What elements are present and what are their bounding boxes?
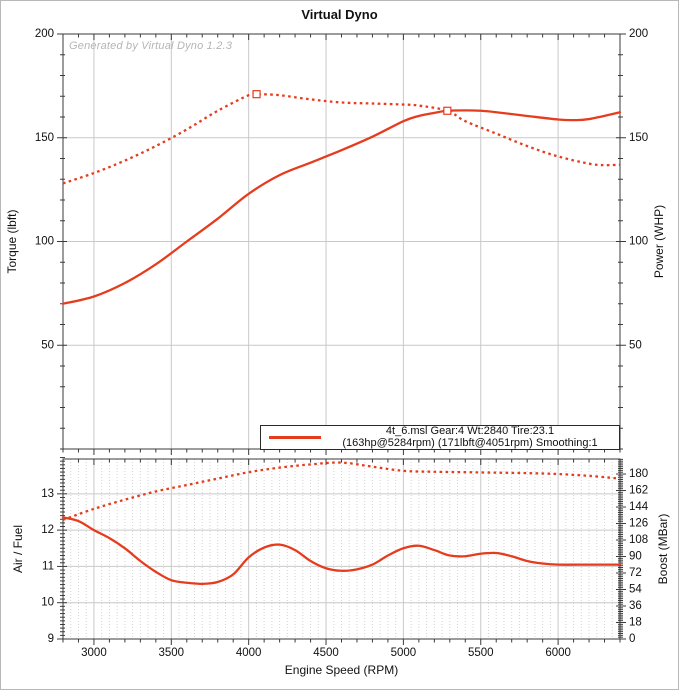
left-axis-title: Air / Fuel <box>11 525 25 573</box>
tick-label: 13 <box>41 488 54 500</box>
tick-label: 162 <box>629 485 648 497</box>
afr-boost-chart: 9 10 11 12 13 Air / Fuel 0 18 36 54 72 90 108 126 144 1… <box>11 457 670 677</box>
x-tick-label: 5000 <box>391 647 417 659</box>
tick-label: 36 <box>629 600 642 612</box>
legend-text: 4t_6.msl Gear:4 Wt:2840 Tire:23.1 (163hp… <box>321 425 619 449</box>
tick-label: 50 <box>41 339 54 351</box>
tick-label: 18 <box>629 617 642 629</box>
x-tick-label: 6000 <box>545 647 571 659</box>
tick-label: 108 <box>629 534 648 546</box>
x-tick-label: 3500 <box>159 647 185 659</box>
tick-label: 100 <box>629 236 648 248</box>
tick-label: 50 <box>629 339 642 351</box>
left-axis-title: Torque (lbft) <box>5 209 19 273</box>
tick-label: 144 <box>629 501 649 513</box>
peak-marker <box>252 90 261 99</box>
tick-label: 100 <box>35 236 54 248</box>
x-tick-label: 3000 <box>81 647 107 659</box>
tick-label: 11 <box>42 560 54 572</box>
afr-curve <box>61 516 622 586</box>
tick-label: 150 <box>629 132 648 144</box>
x-tick-label: 5500 <box>468 647 494 659</box>
tick-label: 200 <box>35 28 54 40</box>
tick-label: 180 <box>629 468 648 480</box>
right-axis-title: Boost (MBar) <box>656 514 670 585</box>
x-tick-label: 4500 <box>313 647 339 659</box>
tick-label: 150 <box>35 132 54 144</box>
x-axis-title: Engine Speed (RPM) <box>285 663 398 677</box>
power-curve <box>61 109 622 305</box>
tick-label: 9 <box>48 633 54 645</box>
tick-label: 200 <box>629 28 648 40</box>
boost-curve <box>62 461 621 521</box>
tick-label: 12 <box>41 524 54 536</box>
tick-label: 54 <box>629 584 642 596</box>
legend: 4t_6.msl Gear:4 Wt:2840 Tire:23.1 (163hp… <box>260 425 620 450</box>
tick-label: 72 <box>629 567 642 579</box>
watermark-text: Generated by Virtual Dyno 1.2.3 <box>69 40 233 52</box>
x-tick-label: 4000 <box>236 647 262 659</box>
legend-line-swatch <box>269 436 321 439</box>
legend-line1: 4t_6.msl Gear:4 Wt:2840 Tire:23.1 <box>385 425 555 437</box>
tick-label: 90 <box>629 551 642 563</box>
page-title: Virtual Dyno <box>301 7 378 22</box>
tick-label: 0 <box>629 633 635 645</box>
peak-marker <box>443 106 452 115</box>
right-axis-title: Power (WHP) <box>652 205 666 278</box>
tick-label: 126 <box>629 518 648 530</box>
torque-power-chart: 50 100 150 200 Torque (lbft) 50 100 150 200 Power… <box>5 28 666 455</box>
torque-curve <box>62 92 621 185</box>
tick-label: 10 <box>41 597 54 609</box>
legend-line2: (163hp@5284rpm) (171lbft@4051rpm) Smooth… <box>342 436 598 449</box>
